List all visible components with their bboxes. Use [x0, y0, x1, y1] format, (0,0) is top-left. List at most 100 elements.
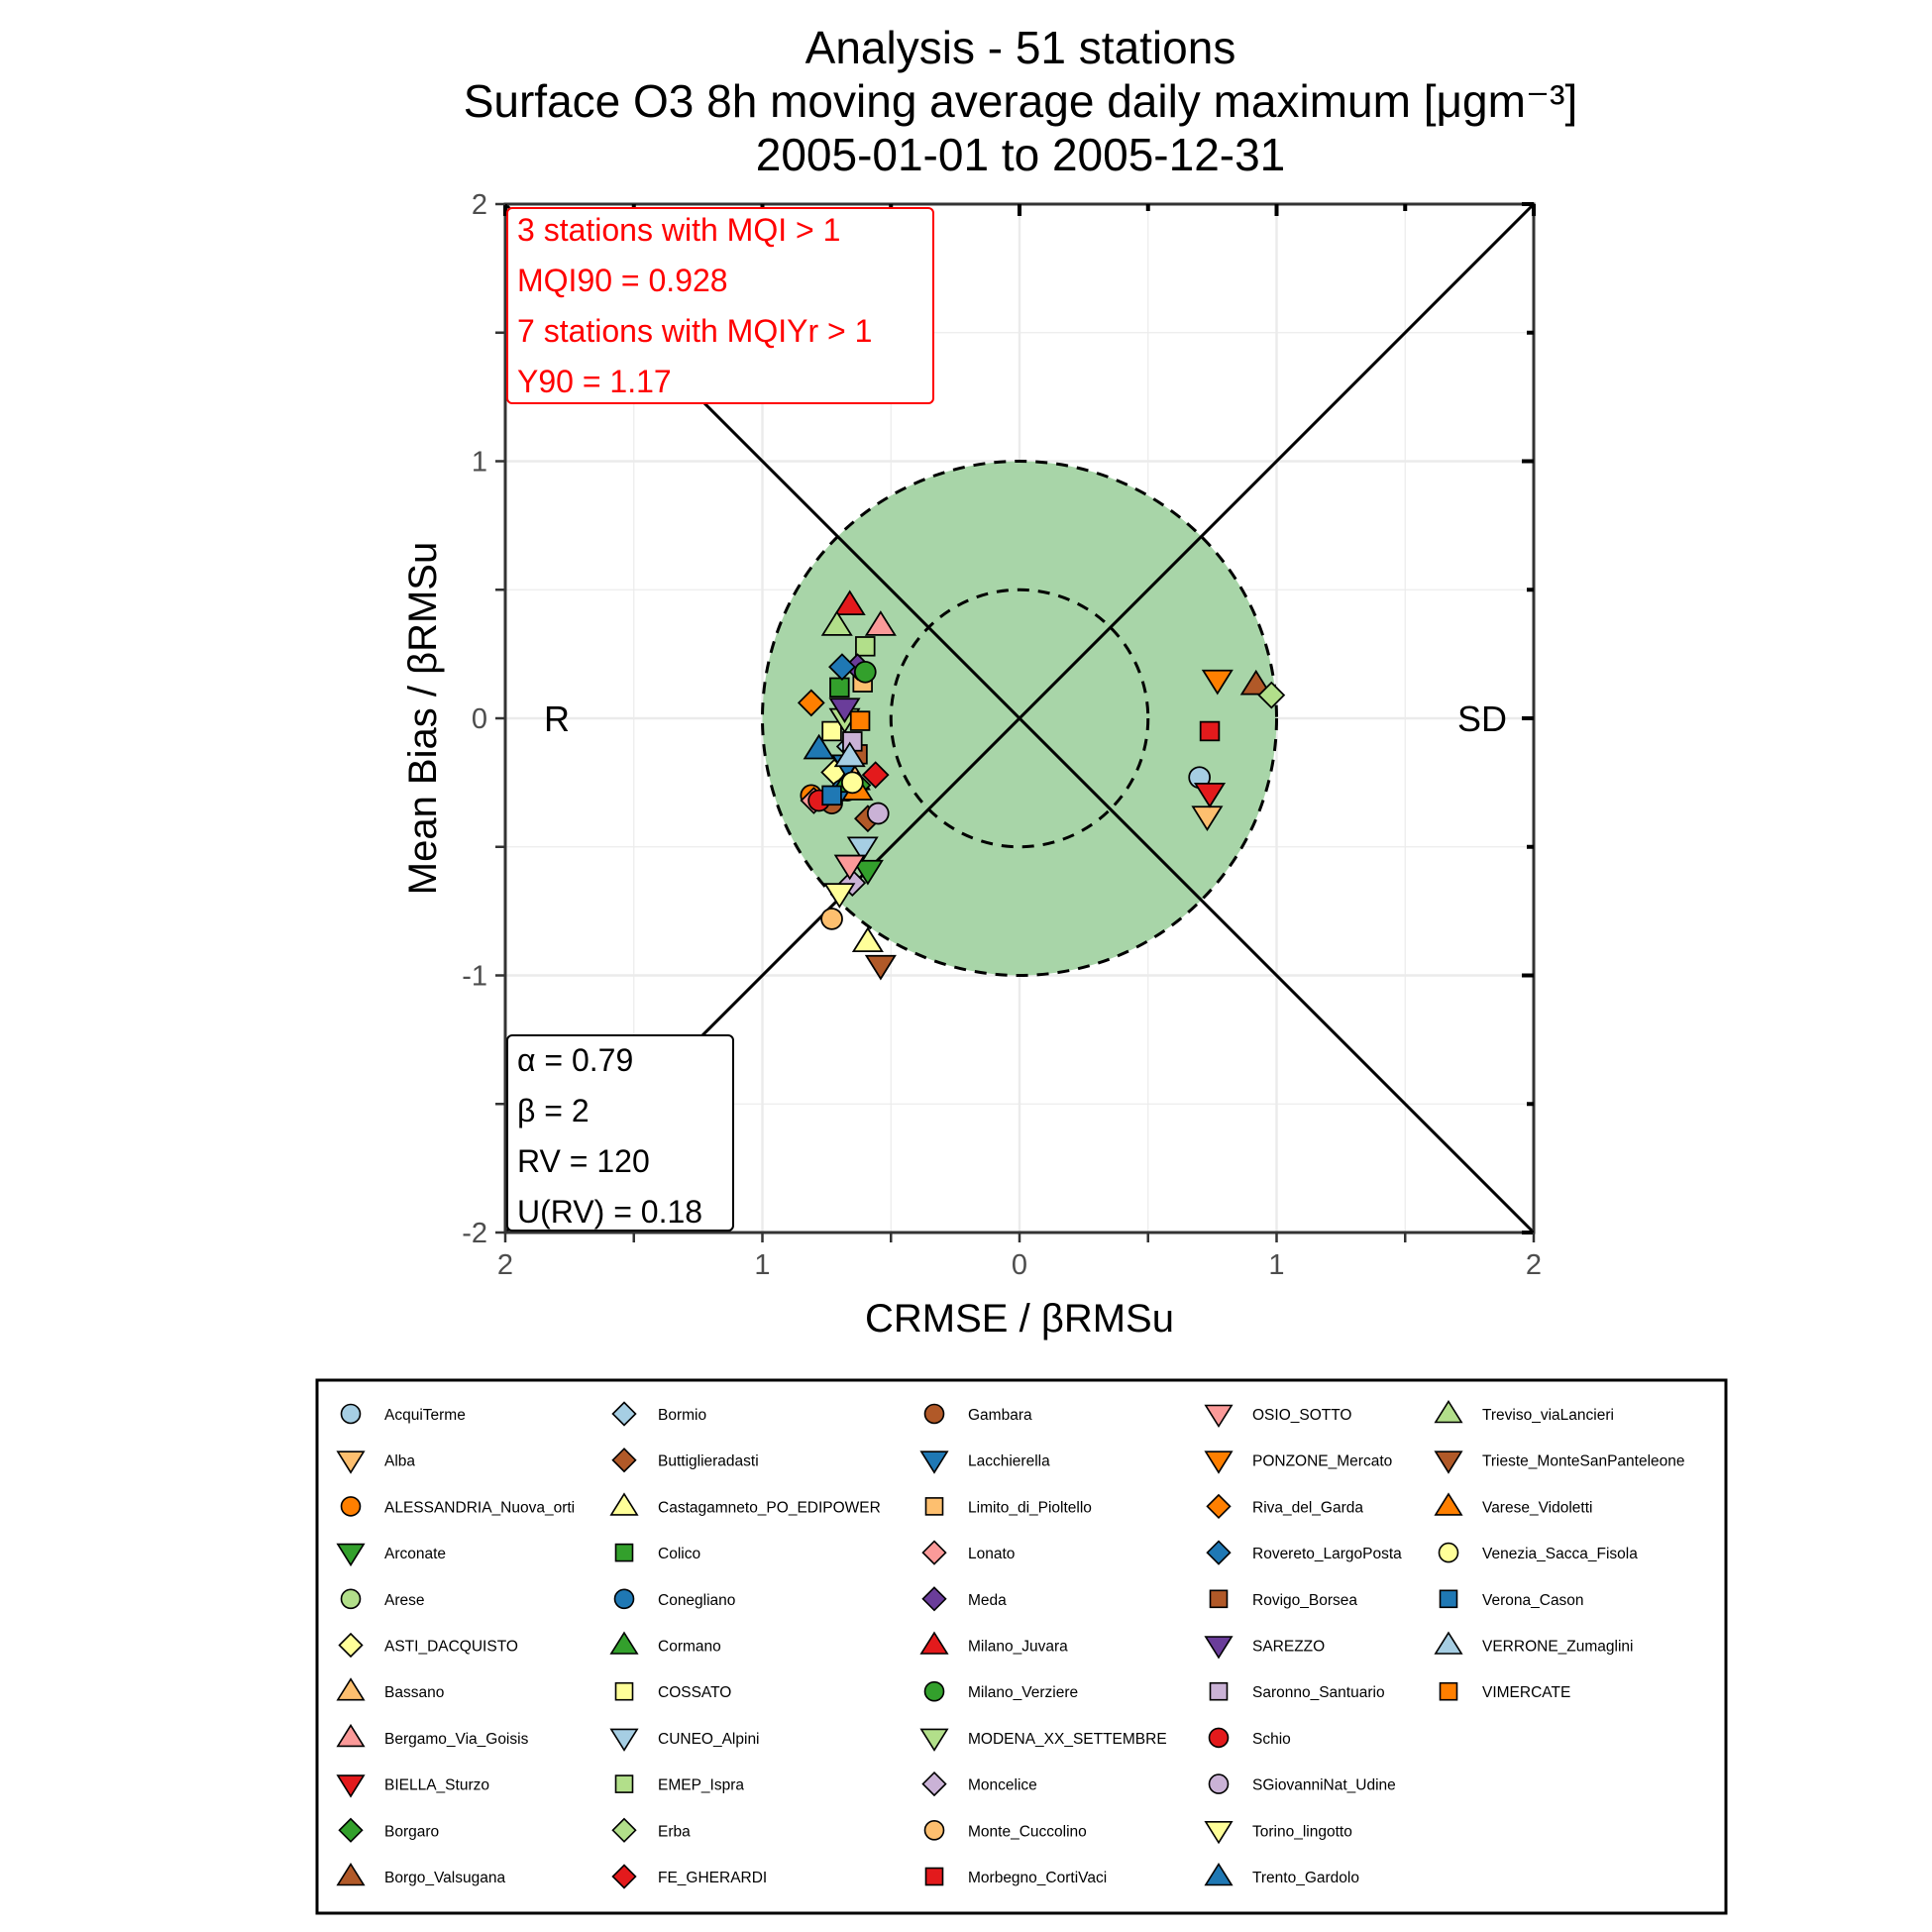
legend-item: VERRONE_Zumaglini: [1434, 1631, 1633, 1656]
legend-item: Bassano: [336, 1677, 444, 1701]
legend-label: Monte_Cuccolino: [968, 1823, 1087, 1840]
legend-item: Arese: [340, 1588, 425, 1610]
legend-symbol: [924, 1497, 944, 1516]
legend-symbol: [1209, 1681, 1229, 1701]
mqi-info-box: 3 stations with MQI > 1 MQI90 = 0.928 7 …: [506, 207, 934, 404]
legend-symbol: [1439, 1681, 1458, 1701]
data-point-milano-juvara: [833, 590, 866, 616]
legend-item: Torino_lingotto: [1204, 1821, 1352, 1845]
data-point-trieste-montesanpanteleone: [864, 954, 897, 981]
legend-symbol: [613, 1588, 635, 1610]
legend-symbol: [338, 1632, 364, 1659]
legend-label: ALESSANDRIA_Nuova_orti: [384, 1499, 575, 1516]
legend-symbol: [611, 1448, 637, 1473]
legend-symbol: [1434, 1631, 1463, 1655]
data-point-ponzone-mercato: [1201, 669, 1234, 696]
legend-item: Trento_Gardolo: [1204, 1862, 1359, 1886]
legend-symbol: [336, 1543, 366, 1567]
legend-item: Conegliano: [613, 1588, 735, 1610]
legend-label: Conegliano: [658, 1592, 735, 1609]
legend-symbol: [1434, 1492, 1463, 1516]
legend-item: COSSATO: [614, 1681, 731, 1701]
legend-symbol: [611, 1401, 637, 1427]
legend-symbol: [1209, 1589, 1229, 1609]
x-tick-label: 0: [1012, 1249, 1027, 1281]
legend-label: Rovigo_Borsea: [1252, 1592, 1357, 1609]
legend-item: Meda: [921, 1586, 1007, 1612]
param-box-border: [506, 1034, 734, 1232]
legend-item: Cormano: [609, 1631, 721, 1656]
legend-label: Erba: [658, 1823, 691, 1840]
legend-label: VERRONE_Zumaglini: [1482, 1639, 1633, 1656]
legend-item: Milano_Verziere: [923, 1680, 1078, 1702]
legend-symbol: [919, 1450, 949, 1474]
legend-item: AcquiTerme: [340, 1403, 466, 1425]
chart-period: 2005-01-01 to 2005-12-31: [756, 129, 1286, 180]
data-point-vimercate: [849, 710, 871, 731]
legend-symbol: [921, 1540, 947, 1565]
parameter-info-box: α = 0.79 β = 2 RV = 120 U(RV) = 0.18: [506, 1034, 734, 1232]
legend: AcquiTerme Alba ALESSANDRIA_Nuova_orti Arco…: [315, 1378, 1728, 1915]
legend-label: Rovereto_LargoPosta: [1252, 1546, 1402, 1562]
legend-symbol: [336, 1774, 366, 1798]
legend-label: OSIO_SOTTO: [1252, 1407, 1352, 1424]
data-point-trento-gardolo: [803, 733, 835, 760]
data-point-verona-cason: [821, 785, 842, 806]
legend-items: AcquiTerme Alba ALESSANDRIA_Nuova_orti Arco…: [336, 1399, 1685, 1889]
legend-symbol: [923, 1403, 945, 1425]
legend-label: Lonato: [968, 1546, 1015, 1562]
chart-subtitle: Surface O3 8h moving average daily maxim…: [464, 75, 1578, 127]
data-point-cuneo-alpini: [846, 836, 879, 863]
chart-title: Analysis - 51 stations: [805, 22, 1236, 73]
legend-label: Lacchierella: [968, 1453, 1050, 1470]
legend-symbol: [919, 1728, 949, 1752]
legend-label: Moncelice: [968, 1777, 1037, 1794]
legend-symbol: [921, 1771, 947, 1797]
legend-symbol: [611, 1817, 637, 1843]
legend-item: Moncelice: [921, 1771, 1037, 1797]
legend-symbol: [336, 1677, 366, 1701]
legend-label: AcquiTerme: [384, 1407, 466, 1424]
legend-item: Colico: [614, 1543, 700, 1562]
legend-item: PONZONE_Mercato: [1204, 1450, 1392, 1474]
param-line-urv: U(RV) = 0.18: [517, 1194, 702, 1230]
legend-item: FE_GHERARDI: [611, 1864, 767, 1889]
data-point-biella-sturzo: [1194, 783, 1227, 808]
legend-item: SGiovanniNat_Udine: [1208, 1773, 1396, 1794]
legend-label: COSSATO: [658, 1684, 731, 1701]
legend-label: BIELLA_Sturzo: [384, 1777, 489, 1794]
legend-symbol: [1206, 1493, 1232, 1520]
legend-item: Monte_Cuccolino: [923, 1820, 1087, 1841]
data-point-castagamneto-po-edipower: [851, 926, 884, 952]
legend-item: Treviso_viaLancieri: [1434, 1399, 1614, 1424]
legend-label: Riva_del_Garda: [1252, 1499, 1363, 1516]
legend-item: Borgo_Valsugana: [336, 1862, 505, 1886]
legend-label: Varese_Vidoletti: [1482, 1499, 1592, 1516]
legend-item: Arconate: [336, 1543, 446, 1567]
legend-label: ASTI_DACQUISTO: [384, 1639, 518, 1656]
plot-area: R SD 3 stations with MQI > 1 MQI90 = 0.9…: [495, 202, 1536, 1242]
legend-label: PONZONE_Mercato: [1252, 1453, 1392, 1470]
legend-symbol: [1439, 1589, 1458, 1609]
legend-symbol: [340, 1496, 362, 1517]
legend-item: Schio: [1208, 1727, 1291, 1749]
legend-item: Buttiglieradasti: [611, 1448, 759, 1473]
target-circle-inner: [889, 588, 1150, 849]
data-point-venezia-sacca-fisola: [840, 771, 864, 795]
legend-item: Trieste_MonteSanPanteleone: [1434, 1450, 1685, 1474]
legend-symbol: [921, 1586, 947, 1612]
legend-label: Schio: [1252, 1731, 1291, 1748]
legend-label: Saronno_Santuario: [1252, 1684, 1385, 1701]
legend-item: SAREZZO: [1204, 1636, 1325, 1660]
legend-item: MODENA_XX_SETTEMBRE: [919, 1728, 1167, 1752]
legend-item: VIMERCATE: [1439, 1681, 1570, 1701]
mqi-line-stations: 3 stations with MQI > 1: [517, 212, 840, 248]
legend-label: Buttiglieradasti: [658, 1453, 759, 1470]
data-point-monte-cuccolino: [820, 908, 843, 930]
legend-item: BIELLA_Sturzo: [336, 1774, 489, 1798]
legend-label: Cormano: [658, 1639, 721, 1656]
legend-item: Borgaro: [338, 1817, 439, 1843]
legend-label: FE_GHERARDI: [658, 1870, 767, 1886]
quadrant-label-sd: SD: [1457, 698, 1507, 739]
x-tick-labels: 2 1 0 1 2: [497, 1249, 1542, 1281]
